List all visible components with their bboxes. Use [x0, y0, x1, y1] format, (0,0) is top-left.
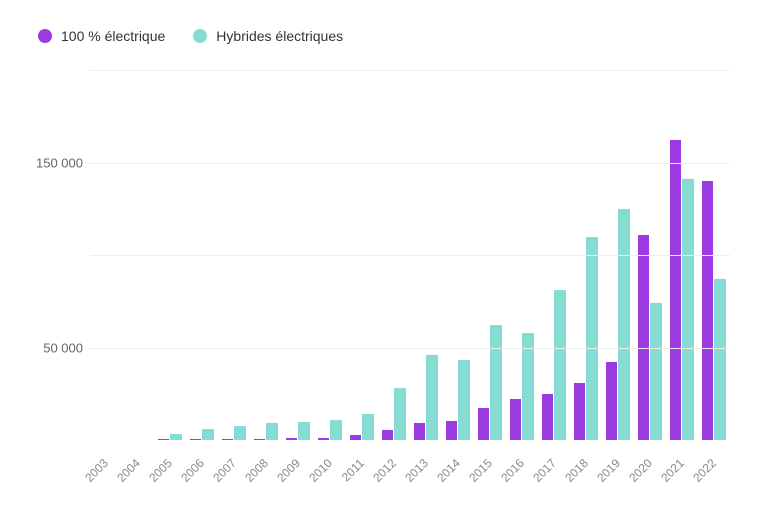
bar-0-2018[interactable] — [574, 383, 585, 440]
bar-1-2013[interactable] — [426, 355, 437, 440]
x-axis-label-2012: 2012 — [359, 456, 399, 496]
bar-1-2005[interactable] — [170, 434, 181, 440]
bar-0-2011[interactable] — [350, 435, 361, 440]
bar-1-2012[interactable] — [394, 388, 405, 440]
bar-0-2021[interactable] — [670, 140, 681, 440]
bar-0-2014[interactable] — [446, 421, 457, 440]
bar-0-2013[interactable] — [414, 423, 425, 440]
bar-0-2019[interactable] — [606, 362, 617, 440]
x-axis-label-2018: 2018 — [551, 456, 591, 496]
x-axis-label-2017: 2017 — [519, 456, 559, 496]
chart-container: 100 % électrique Hybrides électriques 50 … — [0, 0, 758, 505]
x-axis-label-2011: 2011 — [327, 456, 367, 496]
bar-0-2020[interactable] — [638, 235, 649, 440]
x-axis-label-2021: 2021 — [647, 456, 687, 496]
bar-1-2008[interactable] — [266, 423, 277, 440]
bar-1-2020[interactable] — [650, 303, 661, 440]
bar-0-2016[interactable] — [510, 399, 521, 440]
bar-0-2017[interactable] — [542, 394, 553, 440]
bar-1-2014[interactable] — [458, 360, 469, 440]
x-axis-label-2016: 2016 — [487, 456, 527, 496]
legend-item-0[interactable]: 100 % électrique — [38, 28, 165, 44]
bar-0-2012[interactable] — [382, 430, 393, 440]
legend-label-0: 100 % électrique — [61, 28, 165, 44]
bar-0-2006[interactable] — [190, 439, 201, 440]
bar-1-2016[interactable] — [522, 333, 533, 440]
bar-1-2011[interactable] — [362, 414, 373, 440]
bar-1-2010[interactable] — [330, 420, 341, 440]
bar-0-2015[interactable] — [478, 408, 489, 440]
bar-0-2008[interactable] — [254, 439, 265, 440]
gridline — [90, 255, 730, 256]
bar-0-2010[interactable] — [318, 438, 329, 440]
bar-1-2021[interactable] — [682, 179, 693, 440]
x-axis-label-2004: 2004 — [103, 456, 143, 496]
x-axis-label-2014: 2014 — [423, 456, 463, 496]
x-axis-label-2006: 2006 — [167, 456, 207, 496]
bar-0-2022[interactable] — [702, 181, 713, 440]
bar-0-2009[interactable] — [286, 438, 297, 440]
x-axis-label-2019: 2019 — [583, 456, 623, 496]
legend-item-1[interactable]: Hybrides électriques — [193, 28, 343, 44]
y-axis-label: 150 000 — [28, 155, 83, 170]
bar-1-2015[interactable] — [490, 325, 501, 440]
legend-label-1: Hybrides électriques — [216, 28, 343, 44]
bar-1-2018[interactable] — [586, 237, 597, 441]
x-axis-label-2010: 2010 — [295, 456, 335, 496]
x-axis-label-2015: 2015 — [455, 456, 495, 496]
bar-1-2007[interactable] — [234, 426, 245, 440]
bar-1-2022[interactable] — [714, 279, 725, 440]
x-axis-label-2007: 2007 — [199, 456, 239, 496]
gridline — [90, 163, 730, 164]
x-axis-label-2022: 2022 — [679, 456, 719, 496]
bar-0-2005[interactable] — [158, 439, 169, 440]
gridline — [90, 348, 730, 349]
x-axis-label-2008: 2008 — [231, 456, 271, 496]
legend-swatch-0 — [38, 29, 52, 43]
legend-swatch-1 — [193, 29, 207, 43]
bar-1-2017[interactable] — [554, 290, 565, 440]
bar-1-2019[interactable] — [618, 209, 629, 440]
x-axis-label-2009: 2009 — [263, 456, 303, 496]
y-axis-label: 50 000 — [28, 340, 83, 355]
plot-area: 50 000150 000200320042005200620072008200… — [90, 70, 730, 440]
bar-0-2007[interactable] — [222, 439, 233, 440]
x-axis-label-2013: 2013 — [391, 456, 431, 496]
bar-1-2006[interactable] — [202, 429, 213, 440]
gridline — [90, 70, 730, 71]
x-axis-label-2005: 2005 — [135, 456, 175, 496]
legend: 100 % électrique Hybrides électriques — [38, 28, 343, 44]
x-axis-label-2020: 2020 — [615, 456, 655, 496]
x-axis-label-2003: 2003 — [71, 456, 111, 496]
bar-1-2009[interactable] — [298, 422, 309, 441]
